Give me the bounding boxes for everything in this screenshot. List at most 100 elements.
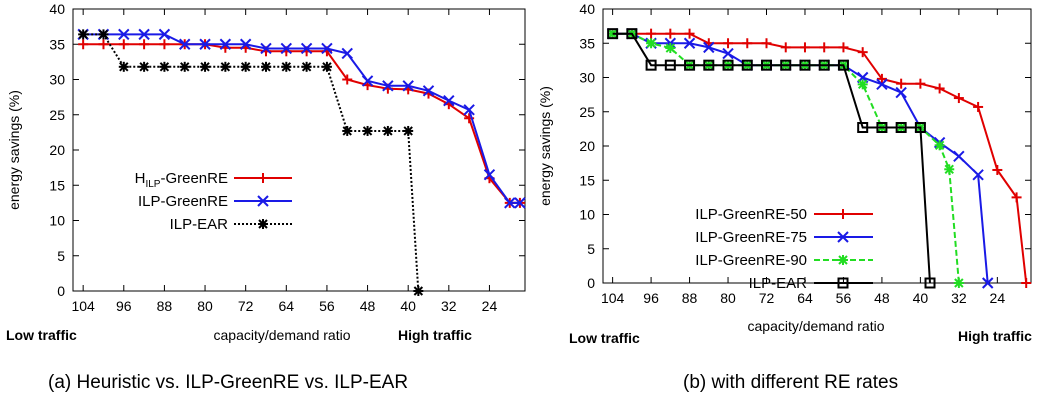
data-point-ilp-ear — [413, 286, 424, 296]
data-point-ilp-ear — [220, 61, 231, 72]
data-point-ilp-greenre-50 — [665, 28, 676, 39]
y-tick-label: 5 — [587, 241, 595, 257]
data-point-ilp-greenre — [300, 42, 313, 55]
low-traffic-note-a: Low traffic — [6, 327, 77, 343]
legend-label-h-greenre: HILP-GreenRE — [135, 170, 228, 190]
x-axis-label-a: capacity/demand ratio — [214, 327, 351, 343]
y-tick-label: 35 — [49, 36, 65, 52]
series-ilp-ear — [607, 28, 936, 289]
x-tick-label: 40 — [913, 290, 929, 306]
data-point-ilp-ear — [722, 59, 734, 71]
x-ticks-a: 104 96 88 80 72 64 56 48 40 32 24 — [71, 9, 497, 314]
x-tick-label: 48 — [874, 290, 890, 306]
data-point-ilp-ear — [780, 59, 792, 71]
data-point-ilp-greenre-90 — [944, 164, 955, 175]
series-layer-b — [606, 27, 1032, 289]
legend-marker-glyph — [257, 195, 269, 207]
data-point-ilp-greenre-50 — [780, 42, 791, 53]
legend-item-ilp-greenre: ILP-GreenRE — [138, 193, 292, 210]
x-axis-label-b: capacity/demand ratio — [748, 318, 885, 334]
y-axis-label-a: energy savings (%) — [6, 90, 22, 210]
y-tick-label: 30 — [49, 72, 65, 88]
data-point-ilp-greenre — [219, 38, 232, 50]
data-point-ilp-greenre-50 — [953, 93, 964, 104]
data-point-ilp-greenre-50 — [646, 28, 657, 39]
data-point-ilp-greenre-50 — [761, 38, 772, 49]
y-tick-label: 0 — [57, 283, 65, 299]
x-tick-label: 24 — [482, 298, 498, 314]
x-tick-label: 72 — [759, 290, 775, 306]
legend-marker-glyph — [837, 277, 849, 289]
chart-b: energy savings (%) capacity/demand ratio… — [537, 1, 1032, 393]
data-point-ilp-greenre-50 — [723, 38, 734, 49]
data-point-ilp-ear — [626, 28, 638, 40]
legend-label-ilp-greenre: ILP-GreenRE — [138, 193, 228, 210]
x-tick-label: 80 — [720, 290, 736, 306]
data-point-ilp-ear — [200, 61, 211, 72]
legend-b: ILP-GreenRE-50 ILP-GreenRE-75 ILP-GreenR… — [695, 206, 873, 292]
y-tick-label: 20 — [579, 138, 595, 154]
data-point-ilp-ear — [139, 61, 150, 72]
data-point-ilp-ear — [761, 59, 773, 71]
legend-a: HILP-GreenRE ILP-GreenRE ILP-EAR — [135, 170, 292, 233]
caption-b: (b) with different RE rates — [683, 372, 898, 393]
data-point-ilp-ear — [159, 61, 170, 72]
data-point-ilp-greenre — [280, 42, 293, 55]
x-tick-label: 88 — [682, 290, 698, 306]
legend-item-greenre-50: ILP-GreenRE-50 — [695, 206, 873, 223]
series-line-ilp-greenre — [83, 33, 520, 204]
data-point-ilp-greenre-50 — [934, 83, 945, 94]
x-tick-label: 32 — [951, 290, 967, 306]
data-point-ilp-ear — [179, 61, 190, 72]
legend-label-h-rest: -GreenRE — [160, 170, 228, 187]
series-ilp-greenre-90 — [607, 28, 964, 288]
x-tick-label: 96 — [643, 290, 659, 306]
data-point-ilp-greenre — [260, 42, 272, 55]
y-tick-label: 15 — [49, 177, 65, 193]
data-point-ilp-greenre — [382, 80, 394, 92]
data-point-ilp-ear — [895, 122, 907, 134]
y-tick-label: 25 — [49, 107, 65, 123]
data-point-ilp-greenre-50 — [742, 38, 753, 49]
data-point-ilp-ear — [342, 125, 353, 136]
data-point-ilp-greenre — [402, 80, 414, 92]
high-traffic-note-b: High traffic — [958, 328, 1032, 344]
data-point-ilp-greenre-75 — [722, 47, 734, 60]
data-point-ilp-greenre-50 — [896, 78, 907, 89]
high-traffic-note-a: High traffic — [398, 327, 472, 343]
data-point-ilp-greenre — [179, 38, 191, 50]
legend-marker-glyph — [837, 231, 849, 243]
legend-item-h-greenre: HILP-GreenRE — [135, 170, 292, 190]
low-traffic-note-b: Low traffic — [569, 330, 640, 346]
data-point-ilp-greenre-90 — [665, 43, 676, 54]
data-point-h-greenre — [342, 74, 353, 85]
data-point-h-greenre — [98, 39, 109, 50]
series-ilp-greenre-50 — [607, 28, 1032, 288]
legend-label-greenre-50: ILP-GreenRE-50 — [695, 206, 807, 223]
data-point-h-greenre — [118, 39, 129, 50]
data-point-ilp-ear — [837, 59, 849, 71]
series-line-ilp-ear — [83, 33, 420, 292]
data-point-ilp-greenre-75 — [953, 150, 965, 162]
data-point-ilp-greenre-75 — [876, 78, 888, 91]
y-tick-label: 35 — [579, 35, 595, 51]
data-point-h-greenre — [139, 39, 150, 50]
y-tick-label: 15 — [579, 172, 595, 188]
x-tick-label: 56 — [319, 298, 335, 314]
legend-item-ilp-ear-a: ILP-EAR — [170, 216, 292, 233]
legend-label-greenre-90: ILP-GreenRE-90 — [695, 252, 807, 269]
data-point-ilp-greenre — [199, 38, 211, 50]
data-point-ilp-ear — [362, 125, 373, 136]
y-ticks-a: 0 5 10 15 20 25 30 35 40 — [49, 1, 525, 299]
data-point-ilp-ear — [703, 59, 715, 71]
legend-item-ilp-ear-b: ILP-EAR — [749, 275, 873, 292]
series-ilp-ear — [78, 29, 424, 296]
data-point-ilp-greenre-90 — [934, 140, 945, 151]
chart-a: energy savings (%) capacity/demand ratio… — [6, 1, 526, 393]
data-point-ilp-greenre-50 — [915, 78, 926, 89]
legend-marker-glyph — [258, 173, 268, 183]
y-tick-label: 40 — [49, 1, 65, 17]
x-tick-label: 104 — [71, 298, 95, 314]
caption-a: (a) Heuristic vs. ILP-GreenRE vs. ILP-EA… — [48, 372, 408, 393]
